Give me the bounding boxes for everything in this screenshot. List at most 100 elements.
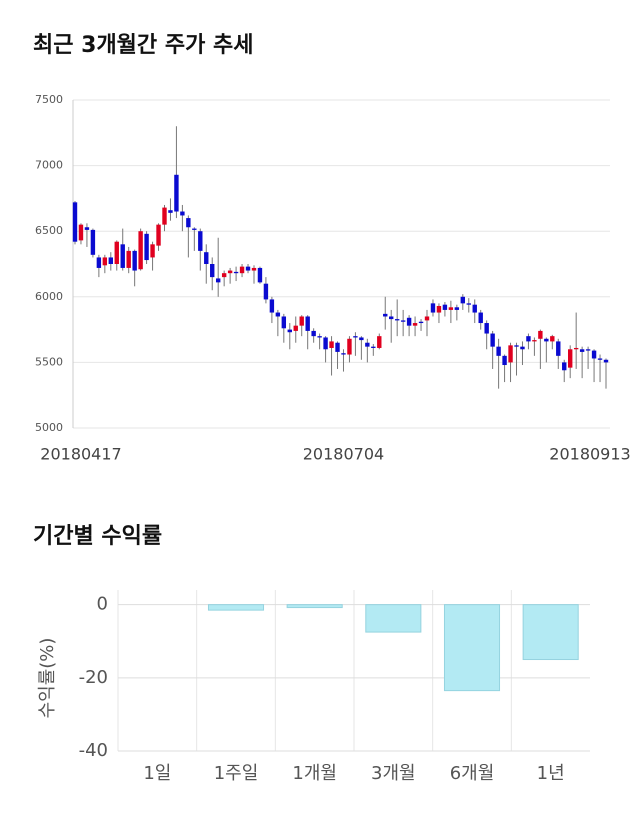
candle-body xyxy=(138,231,143,270)
candle-body xyxy=(394,319,400,321)
candle-body xyxy=(359,337,364,341)
candle-body xyxy=(257,267,263,283)
candle-body xyxy=(448,307,454,310)
candle-body xyxy=(72,202,78,242)
candle-body xyxy=(78,224,84,241)
bar xyxy=(286,604,343,609)
candle-body xyxy=(341,353,346,355)
candle-body xyxy=(180,211,185,216)
candle-body xyxy=(102,257,108,266)
x-tick-label: 1개월 xyxy=(292,763,337,784)
y-tick-label: -20 xyxy=(79,667,108,688)
bar xyxy=(365,604,422,633)
y-tick-label: 7000 xyxy=(35,159,63,172)
candle-body xyxy=(198,231,203,251)
candle-body xyxy=(424,316,430,321)
candle-body xyxy=(186,218,191,228)
candle-body xyxy=(84,227,90,230)
candle-body xyxy=(221,273,227,278)
candle-body xyxy=(406,317,412,326)
candle-body xyxy=(389,316,394,320)
candle-body xyxy=(520,346,525,350)
candle-body xyxy=(245,266,251,271)
chart-title: 기간별 수익률 xyxy=(33,524,162,549)
candle-body xyxy=(508,345,513,363)
candle-body xyxy=(108,257,113,264)
candle-body xyxy=(514,345,519,347)
candle-body xyxy=(323,337,328,350)
candle-body xyxy=(329,341,334,348)
candle-body xyxy=(90,229,96,255)
candle-body xyxy=(442,304,448,310)
y-axis-label: 수익률(%) xyxy=(37,638,58,719)
candle-body xyxy=(114,241,119,264)
candle-body xyxy=(591,350,597,359)
candle-body xyxy=(192,228,197,230)
candle-body xyxy=(317,336,322,338)
candle-body xyxy=(454,307,460,310)
bar xyxy=(443,604,501,692)
candle-body xyxy=(263,283,269,300)
x-tick-label: 1일 xyxy=(143,763,171,784)
candle-body xyxy=(251,267,257,271)
y-tick-label: 0 xyxy=(97,594,108,615)
candle-body xyxy=(490,333,495,347)
candle-body xyxy=(418,321,424,324)
candle-body xyxy=(383,313,388,317)
x-tick-label: 20180913 xyxy=(549,445,630,464)
candle-body xyxy=(400,320,406,322)
candle-body xyxy=(377,336,382,348)
candle-body xyxy=(120,244,125,268)
candle-body xyxy=(215,278,221,283)
candle-body xyxy=(174,174,179,212)
candle-body xyxy=(466,303,471,305)
candle-body xyxy=(603,359,609,363)
candle-body xyxy=(335,342,340,352)
y-tick-label: 5000 xyxy=(35,421,63,434)
candle-body xyxy=(269,299,275,313)
candle-body xyxy=(305,316,310,331)
y-tick-label: 6500 xyxy=(35,224,63,237)
candle-body xyxy=(496,346,501,356)
candle-body xyxy=(538,330,543,339)
candle-body xyxy=(239,266,245,274)
candle-body xyxy=(168,210,173,213)
chart-title: 최근 3개월간 주가 추세 xyxy=(33,33,253,58)
candle-body xyxy=(227,270,233,274)
candle-body xyxy=(568,349,573,368)
candle-body xyxy=(293,325,298,331)
candle-body xyxy=(573,347,579,350)
bar xyxy=(522,604,579,661)
candle-body xyxy=(132,250,137,271)
candle-body xyxy=(478,312,483,324)
candle-body xyxy=(484,323,489,334)
y-tick-label: 7500 xyxy=(35,93,63,106)
candle-body xyxy=(597,358,603,360)
candle-body xyxy=(204,252,209,264)
candle-body xyxy=(371,346,376,348)
candle-body xyxy=(365,342,370,347)
y-tick-label: 5500 xyxy=(35,355,63,368)
candle-body xyxy=(347,338,352,355)
candle-body xyxy=(210,264,215,278)
candle-body xyxy=(162,207,167,225)
candle-body xyxy=(544,338,549,342)
candle-body xyxy=(502,355,507,366)
candle-body xyxy=(150,244,155,258)
candle-body xyxy=(144,233,149,261)
candle-body xyxy=(436,305,442,313)
y-tick-label: 6000 xyxy=(35,290,63,303)
candle-body xyxy=(550,336,555,342)
candle-body xyxy=(472,304,477,313)
x-tick-label: 6개월 xyxy=(450,763,495,784)
candle-body xyxy=(579,349,585,352)
candle-body xyxy=(562,362,567,371)
x-tick-label: 1년 xyxy=(537,763,565,784)
candle-body xyxy=(412,323,418,326)
candle-body xyxy=(156,224,161,246)
candle-body xyxy=(430,303,436,313)
bar xyxy=(207,604,265,611)
candle-body xyxy=(281,316,287,329)
candle-body xyxy=(556,341,561,356)
